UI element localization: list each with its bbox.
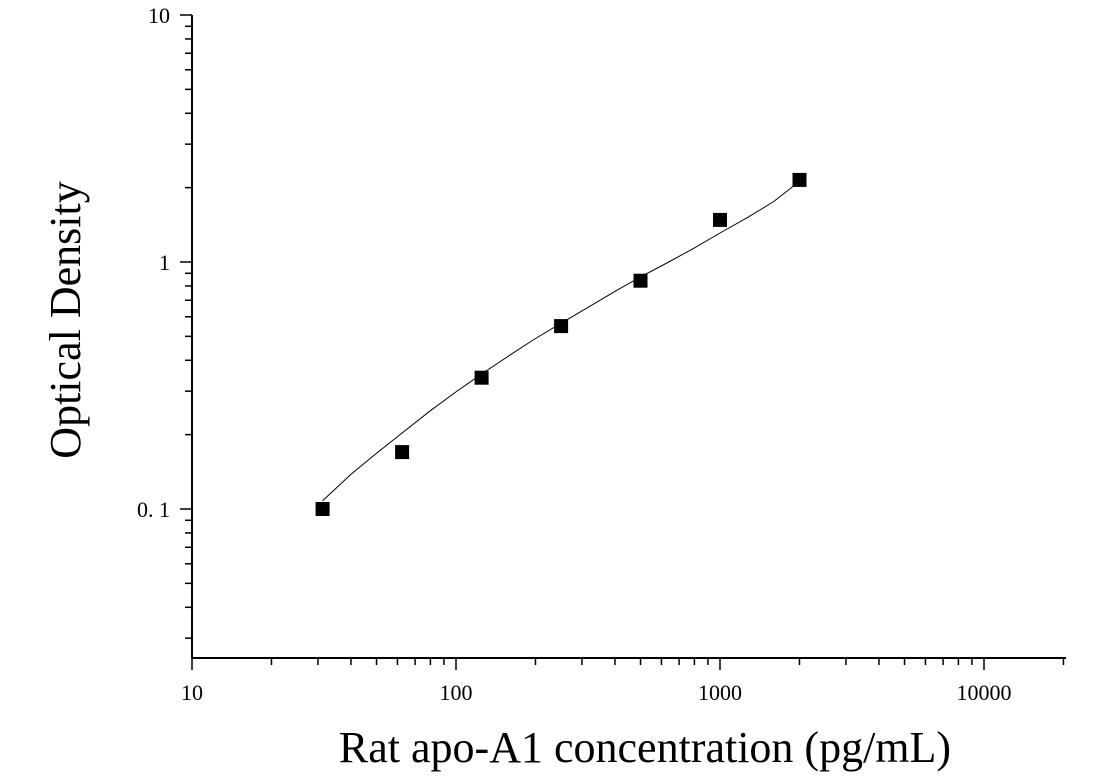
data-point	[792, 172, 807, 187]
y-tick-label: 1	[159, 250, 170, 275]
x-tick-label: 10000	[957, 680, 1012, 705]
data-point	[713, 212, 727, 227]
axes	[191, 15, 1066, 659]
data-point	[633, 273, 648, 288]
y-tick-label: 10	[148, 3, 170, 28]
y-tick-label: 0. 1	[137, 497, 170, 522]
ticks	[180, 14, 1065, 670]
tick-labels: 10 100 1000 10000 0. 1 1 10	[137, 3, 1012, 705]
data-points	[315, 172, 807, 516]
y-axis-title: Optical Density	[41, 181, 90, 458]
data-point	[315, 502, 330, 516]
data-point	[395, 445, 410, 460]
data-point	[474, 370, 489, 385]
x-tick-label: 100	[440, 680, 473, 705]
x-tick-label: 10	[181, 680, 203, 705]
x-axis-title: Rat apo-A1 concentration (pg/mL)	[339, 723, 951, 772]
fit-curve	[322, 181, 800, 502]
data-point	[554, 319, 569, 334]
x-tick-label: 1000	[698, 680, 742, 705]
